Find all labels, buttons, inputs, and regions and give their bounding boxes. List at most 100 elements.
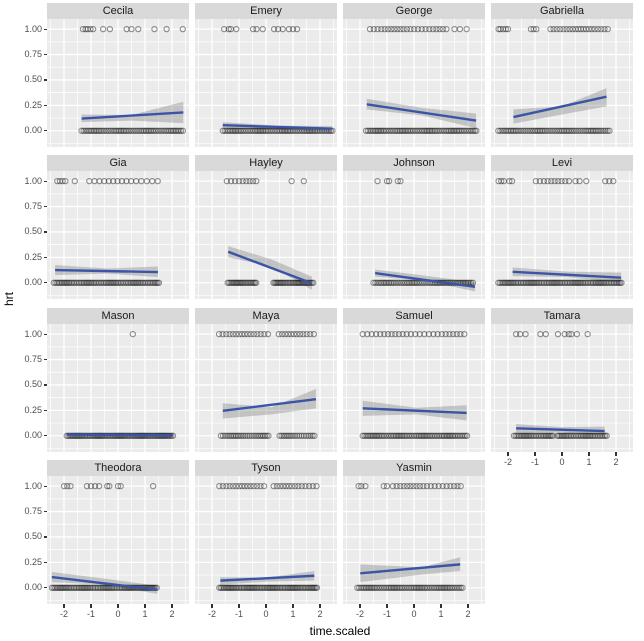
x-tick-label: -1 (86, 609, 95, 619)
facet-plot-area (195, 476, 337, 604)
x-tick-label: -1 (530, 457, 539, 467)
x-tick-label: 1 (290, 609, 296, 619)
x-tick-mark (144, 604, 146, 608)
facet-strip: Theodora (47, 460, 189, 476)
y-tick-label: 0.25 (24, 556, 42, 567)
y-tick-label: 0.25 (24, 251, 42, 262)
facet-strip: Yasmin (343, 460, 485, 476)
x-tick-label: -2 (59, 609, 68, 619)
x-tick-mark (413, 604, 415, 608)
y-tick-mark (43, 205, 47, 208)
facet-emery: Emery (195, 3, 337, 147)
y-tick-label: 0.00 (24, 430, 42, 441)
y-tick-mark (43, 435, 47, 437)
x-tick-mark (507, 452, 509, 456)
facet-mason: Mason (47, 308, 189, 452)
x-tick-label: -1 (382, 609, 391, 619)
facet-strip: Tyson (195, 460, 337, 476)
facet-strip: George (343, 3, 485, 19)
x-tick-mark (534, 452, 536, 456)
x-tick-mark (292, 604, 294, 608)
regression-line (55, 268, 158, 274)
facet-plot-area (491, 171, 633, 299)
y-tick-mark (43, 409, 47, 411)
facet-strip-label: Maya (252, 310, 280, 322)
facet-gabriella: Gabriella (491, 3, 633, 147)
y-tick-label: 1.00 (24, 480, 42, 491)
facet-strip: Johnson (343, 155, 485, 171)
x-tick-mark (561, 452, 563, 456)
facet-strip: Gia (47, 155, 189, 171)
y-tick-label: 1.00 (24, 175, 42, 186)
y-tick-mark (43, 180, 47, 182)
x-tick-label: 1 (586, 457, 592, 467)
facet-strip: Emery (195, 3, 337, 19)
x-tick-label: -2 (207, 609, 216, 619)
regression-line (362, 407, 467, 415)
facet-strip: Maya (195, 308, 337, 324)
facet-strip-label: Mason (101, 310, 135, 322)
facet-plot-area (343, 476, 485, 604)
y-tick-label: 0.50 (24, 379, 42, 390)
facet-cecila: Cecila (47, 3, 189, 147)
facet-strip-label: Tamara (543, 310, 581, 322)
regression-line (51, 575, 158, 591)
facet-strip-label: Johnson (393, 157, 435, 169)
x-tick-label: 0 (411, 609, 417, 619)
regression-line (374, 271, 476, 288)
facet-strip: Cecila (47, 3, 189, 19)
facet-strip-label: Cecila (102, 5, 134, 17)
facet-strip-label: Emery (250, 5, 282, 17)
facet-yasmin: Yasmin (343, 460, 485, 604)
facet-samuel: Samuel (343, 308, 485, 452)
y-tick-label: 1.00 (24, 328, 42, 339)
facet-strip-label: Gia (109, 157, 127, 169)
regression-line (227, 250, 313, 285)
confidence-band (222, 389, 316, 419)
y-tick-label: 0.00 (24, 582, 42, 593)
facet-strip-label: Yasmin (396, 462, 432, 474)
facet-plot-area (491, 324, 633, 452)
y-tick-mark (43, 561, 47, 563)
x-tick-label: -1 (234, 609, 243, 619)
x-tick-mark (171, 604, 173, 608)
y-tick-mark (43, 231, 47, 233)
facet-strip-label: George (395, 5, 433, 17)
x-tick-label: -2 (355, 609, 364, 619)
x-tick-label: 1 (142, 609, 148, 619)
y-tick-label: 0.25 (24, 99, 42, 110)
x-tick-label: 1 (438, 609, 444, 619)
facet-strip: Gabriella (491, 3, 633, 19)
y-tick-mark (43, 358, 47, 361)
x-axis-title: time.scaled (309, 624, 371, 638)
x-tick-mark (319, 604, 321, 608)
facet-plot-area (491, 19, 633, 147)
y-tick-label: 0.00 (24, 125, 42, 136)
facet-strip-label: Levi (551, 157, 573, 169)
facet-strip: Levi (491, 155, 633, 171)
facet-plot-area (195, 171, 337, 299)
x-tick-mark (211, 604, 213, 608)
y-tick-label: 1.00 (24, 23, 42, 34)
regression-line (513, 95, 607, 119)
facet-hayley: Hayley (195, 155, 337, 299)
y-tick-label: 0.50 (24, 226, 42, 237)
y-tick-label: 0.75 (24, 354, 42, 365)
y-tick-mark (43, 510, 47, 513)
facet-strip-label: Hayley (249, 157, 283, 169)
y-tick-label: 0.75 (24, 201, 42, 212)
confidence-band (228, 246, 312, 290)
facet-plot-area (47, 324, 189, 452)
y-tick-mark (43, 256, 47, 258)
x-tick-mark (117, 604, 119, 608)
x-tick-label: 2 (613, 457, 619, 467)
regression-line (512, 270, 622, 279)
y-tick-mark (43, 384, 47, 386)
facet-strip: Hayley (195, 155, 337, 171)
facet-plot-area (47, 476, 189, 604)
x-tick-mark (238, 604, 240, 608)
y-tick-label: 0.75 (24, 49, 42, 60)
facet-george: George (343, 3, 485, 147)
facet-theodora: Theodora (47, 460, 189, 604)
